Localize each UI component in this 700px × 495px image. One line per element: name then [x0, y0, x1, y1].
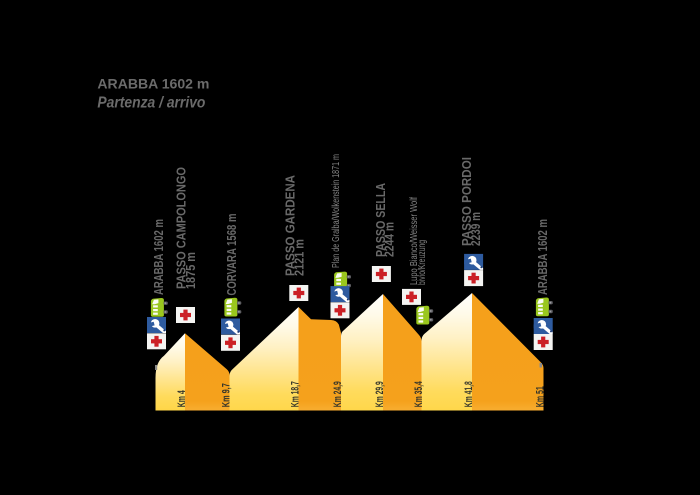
svg-text:Km 51: Km 51 [534, 386, 546, 407]
svg-text:Km 35,4: Km 35,4 [413, 381, 425, 408]
svg-text:bivio/Kreuzung: bivio/Kreuzung [417, 240, 428, 285]
svg-text:Plan de Gralba/Wolkenstein 187: Plan de Gralba/Wolkenstein 1871 m [331, 154, 342, 268]
svg-text:2121 m: 2121 m [293, 239, 307, 276]
svg-text:ARABBA 1602 m: ARABBA 1602 m [536, 219, 550, 295]
svg-text:Km 24,9: Km 24,9 [332, 381, 344, 407]
svg-text:PASSO GARDENA: PASSO GARDENA [284, 175, 298, 276]
svg-text:2244 m: 2244 m [382, 222, 396, 257]
svg-text:1875 m: 1875 m [184, 252, 198, 289]
svg-text:PASSO PORDOI: PASSO PORDOI [460, 157, 474, 246]
svg-text:Partenza / arrivo: Partenza / arrivo [97, 94, 205, 111]
svg-text:ARABBA 1602 m: ARABBA 1602 m [152, 219, 166, 295]
svg-text:Km 18,7: Km 18,7 [290, 381, 302, 407]
svg-text:Km 9,7: Km 9,7 [221, 383, 233, 407]
svg-text:Km 41,8: Km 41,8 [463, 381, 475, 407]
svg-text:Km 29,9: Km 29,9 [374, 381, 386, 407]
svg-text:2239 m: 2239 m [469, 212, 483, 246]
svg-text:ARABBA 1602 m: ARABBA 1602 m [97, 75, 209, 91]
svg-text:Lupo Bianco/Weisser Wolf: Lupo Bianco/Weisser Wolf [409, 197, 420, 285]
svg-text:CORVARA 1568 m: CORVARA 1568 m [225, 214, 239, 296]
svg-text:PASSO SELLA: PASSO SELLA [374, 183, 388, 257]
svg-text:Km 4: Km 4 [176, 390, 188, 408]
svg-text:PASSO CAMPOLONGO: PASSO CAMPOLONGO [175, 167, 189, 289]
